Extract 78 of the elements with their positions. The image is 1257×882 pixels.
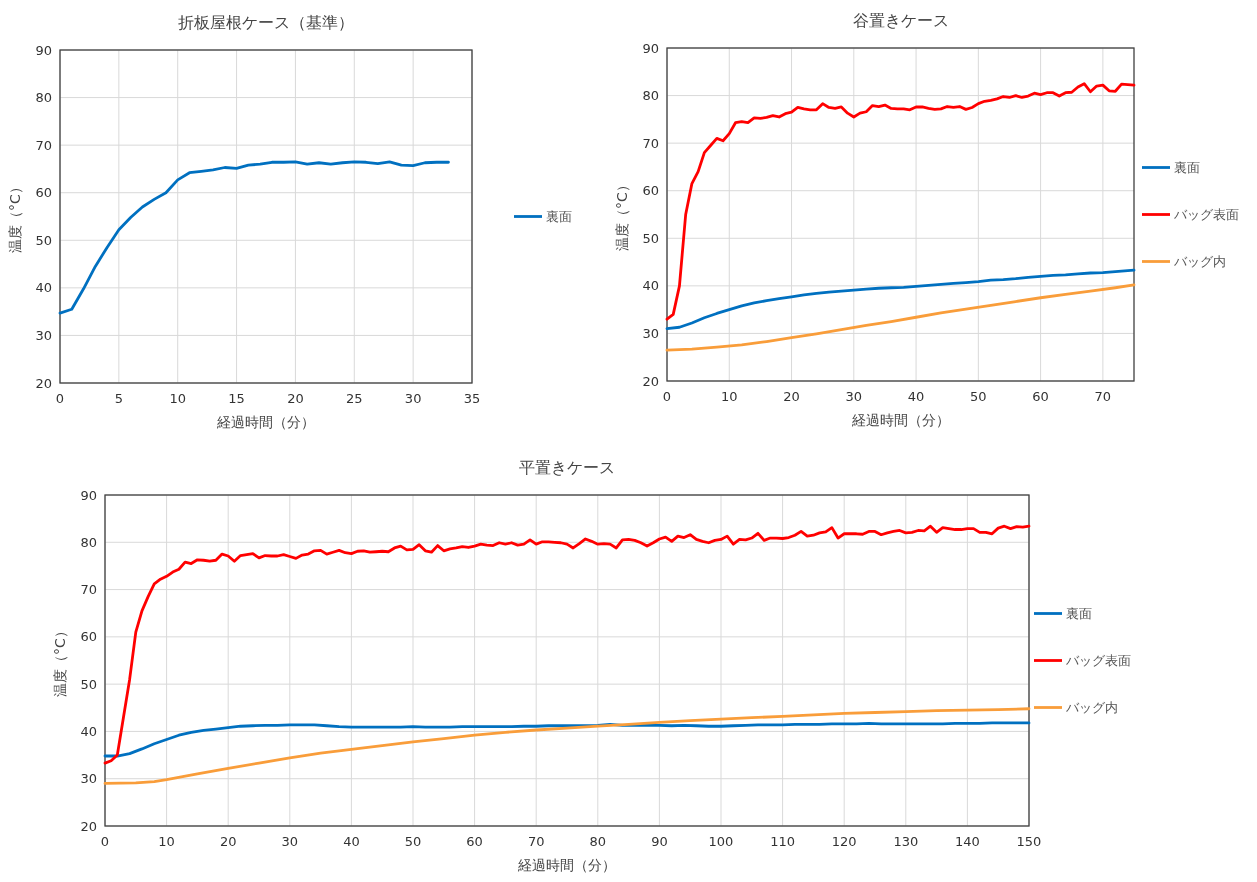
x-tick-label: 30 — [404, 391, 422, 406]
x-tick-label: 150 — [1016, 834, 1042, 849]
x-tick-label: 40 — [907, 389, 925, 404]
x-tick-label: 30 — [281, 834, 299, 849]
x-tick-label: 0 — [100, 834, 110, 849]
x-tick-label: 100 — [708, 834, 734, 849]
x-axis-title: 経過時間（分） — [517, 857, 616, 873]
y-tick-label: 20 — [80, 818, 97, 834]
x-tick-label: 0 — [662, 389, 672, 404]
y-tick-label: 30 — [642, 325, 659, 341]
x-tick-label: 50 — [970, 389, 987, 404]
legend-label: 裏面 — [1066, 606, 1092, 622]
line-series — [58, 160, 450, 315]
x-tick-label: 25 — [346, 391, 363, 406]
x-tick-label: 20 — [287, 391, 304, 406]
x-tick-label: 15 — [228, 391, 245, 406]
x-tick-label: 130 — [893, 834, 919, 849]
x-tick-label: 40 — [343, 834, 360, 849]
y-tick-label: 80 — [80, 534, 97, 550]
legend-label: バッグ内 — [1065, 700, 1118, 716]
x-axis-title: 経過時間（分） — [850, 412, 950, 428]
x-tick-label: 110 — [770, 834, 796, 849]
x-tick-label: 35 — [463, 391, 481, 406]
x-tick-label: 10 — [169, 391, 186, 406]
legend-label: バッグ表面 — [1173, 207, 1239, 223]
line-series — [103, 721, 1031, 758]
x-tick-label: 60 — [1032, 389, 1049, 404]
y-tick-label: 40 — [80, 723, 97, 739]
y-tick-label: 90 — [35, 42, 52, 58]
x-tick-label: 5 — [114, 391, 123, 406]
line-series — [665, 283, 1136, 352]
legend-label: 裏面 — [1174, 160, 1200, 176]
y-axis-title: 温度（°C） — [52, 624, 68, 697]
legend-label: 裏面 — [546, 209, 572, 225]
y-tick-label: 80 — [642, 88, 659, 104]
y-tick-label: 80 — [35, 90, 52, 106]
y-axis-title: 温度（°C） — [614, 178, 630, 251]
y-tick-label: 50 — [80, 676, 97, 692]
y-tick-label: 90 — [80, 487, 97, 503]
line-series — [665, 82, 1136, 321]
x-tick-label: 20 — [219, 834, 237, 849]
x-tick-label: 60 — [466, 834, 483, 849]
x-tick-label: 20 — [783, 389, 800, 404]
line-series — [103, 707, 1031, 785]
line-series — [665, 268, 1136, 331]
y-tick-label: 40 — [642, 278, 659, 294]
x-tick-label: 50 — [404, 834, 422, 849]
y-tick-label: 70 — [642, 135, 659, 151]
x-tick-label: 140 — [954, 834, 980, 849]
y-tick-label: 60 — [35, 185, 52, 201]
chart-title: 平置きケース — [519, 458, 615, 477]
x-tick-label: 80 — [589, 834, 607, 849]
legend-label: バッグ表面 — [1065, 653, 1131, 669]
x-tick-label: 120 — [831, 834, 857, 849]
y-tick-label: 90 — [642, 40, 659, 56]
x-tick-label: 30 — [845, 389, 863, 404]
x-tick-label: 70 — [1094, 389, 1112, 404]
x-tick-label: 10 — [720, 389, 738, 404]
x-tick-label: 10 — [158, 834, 175, 849]
chart-title: 谷置きケース — [852, 11, 949, 30]
y-tick-label: 60 — [80, 629, 97, 645]
x-tick-label: 70 — [527, 834, 545, 849]
y-tick-label: 70 — [35, 137, 52, 153]
y-tick-label: 20 — [642, 373, 659, 389]
y-tick-label: 50 — [642, 230, 659, 246]
y-tick-label: 30 — [80, 771, 97, 787]
y-tick-label: 40 — [35, 280, 52, 296]
x-axis-title: 経過時間（分） — [216, 414, 315, 430]
y-tick-label: 70 — [80, 582, 97, 598]
legend-label: バッグ内 — [1173, 254, 1226, 270]
chart-title: 折板屋根ケース（基準） — [178, 13, 354, 32]
y-tick-label: 60 — [642, 183, 659, 199]
line-series — [103, 524, 1031, 765]
y-tick-label: 20 — [35, 375, 52, 391]
y-axis-title: 温度（°C） — [7, 180, 23, 253]
x-tick-label: 0 — [55, 391, 65, 406]
y-tick-label: 30 — [35, 327, 52, 343]
y-tick-label: 50 — [35, 232, 52, 248]
